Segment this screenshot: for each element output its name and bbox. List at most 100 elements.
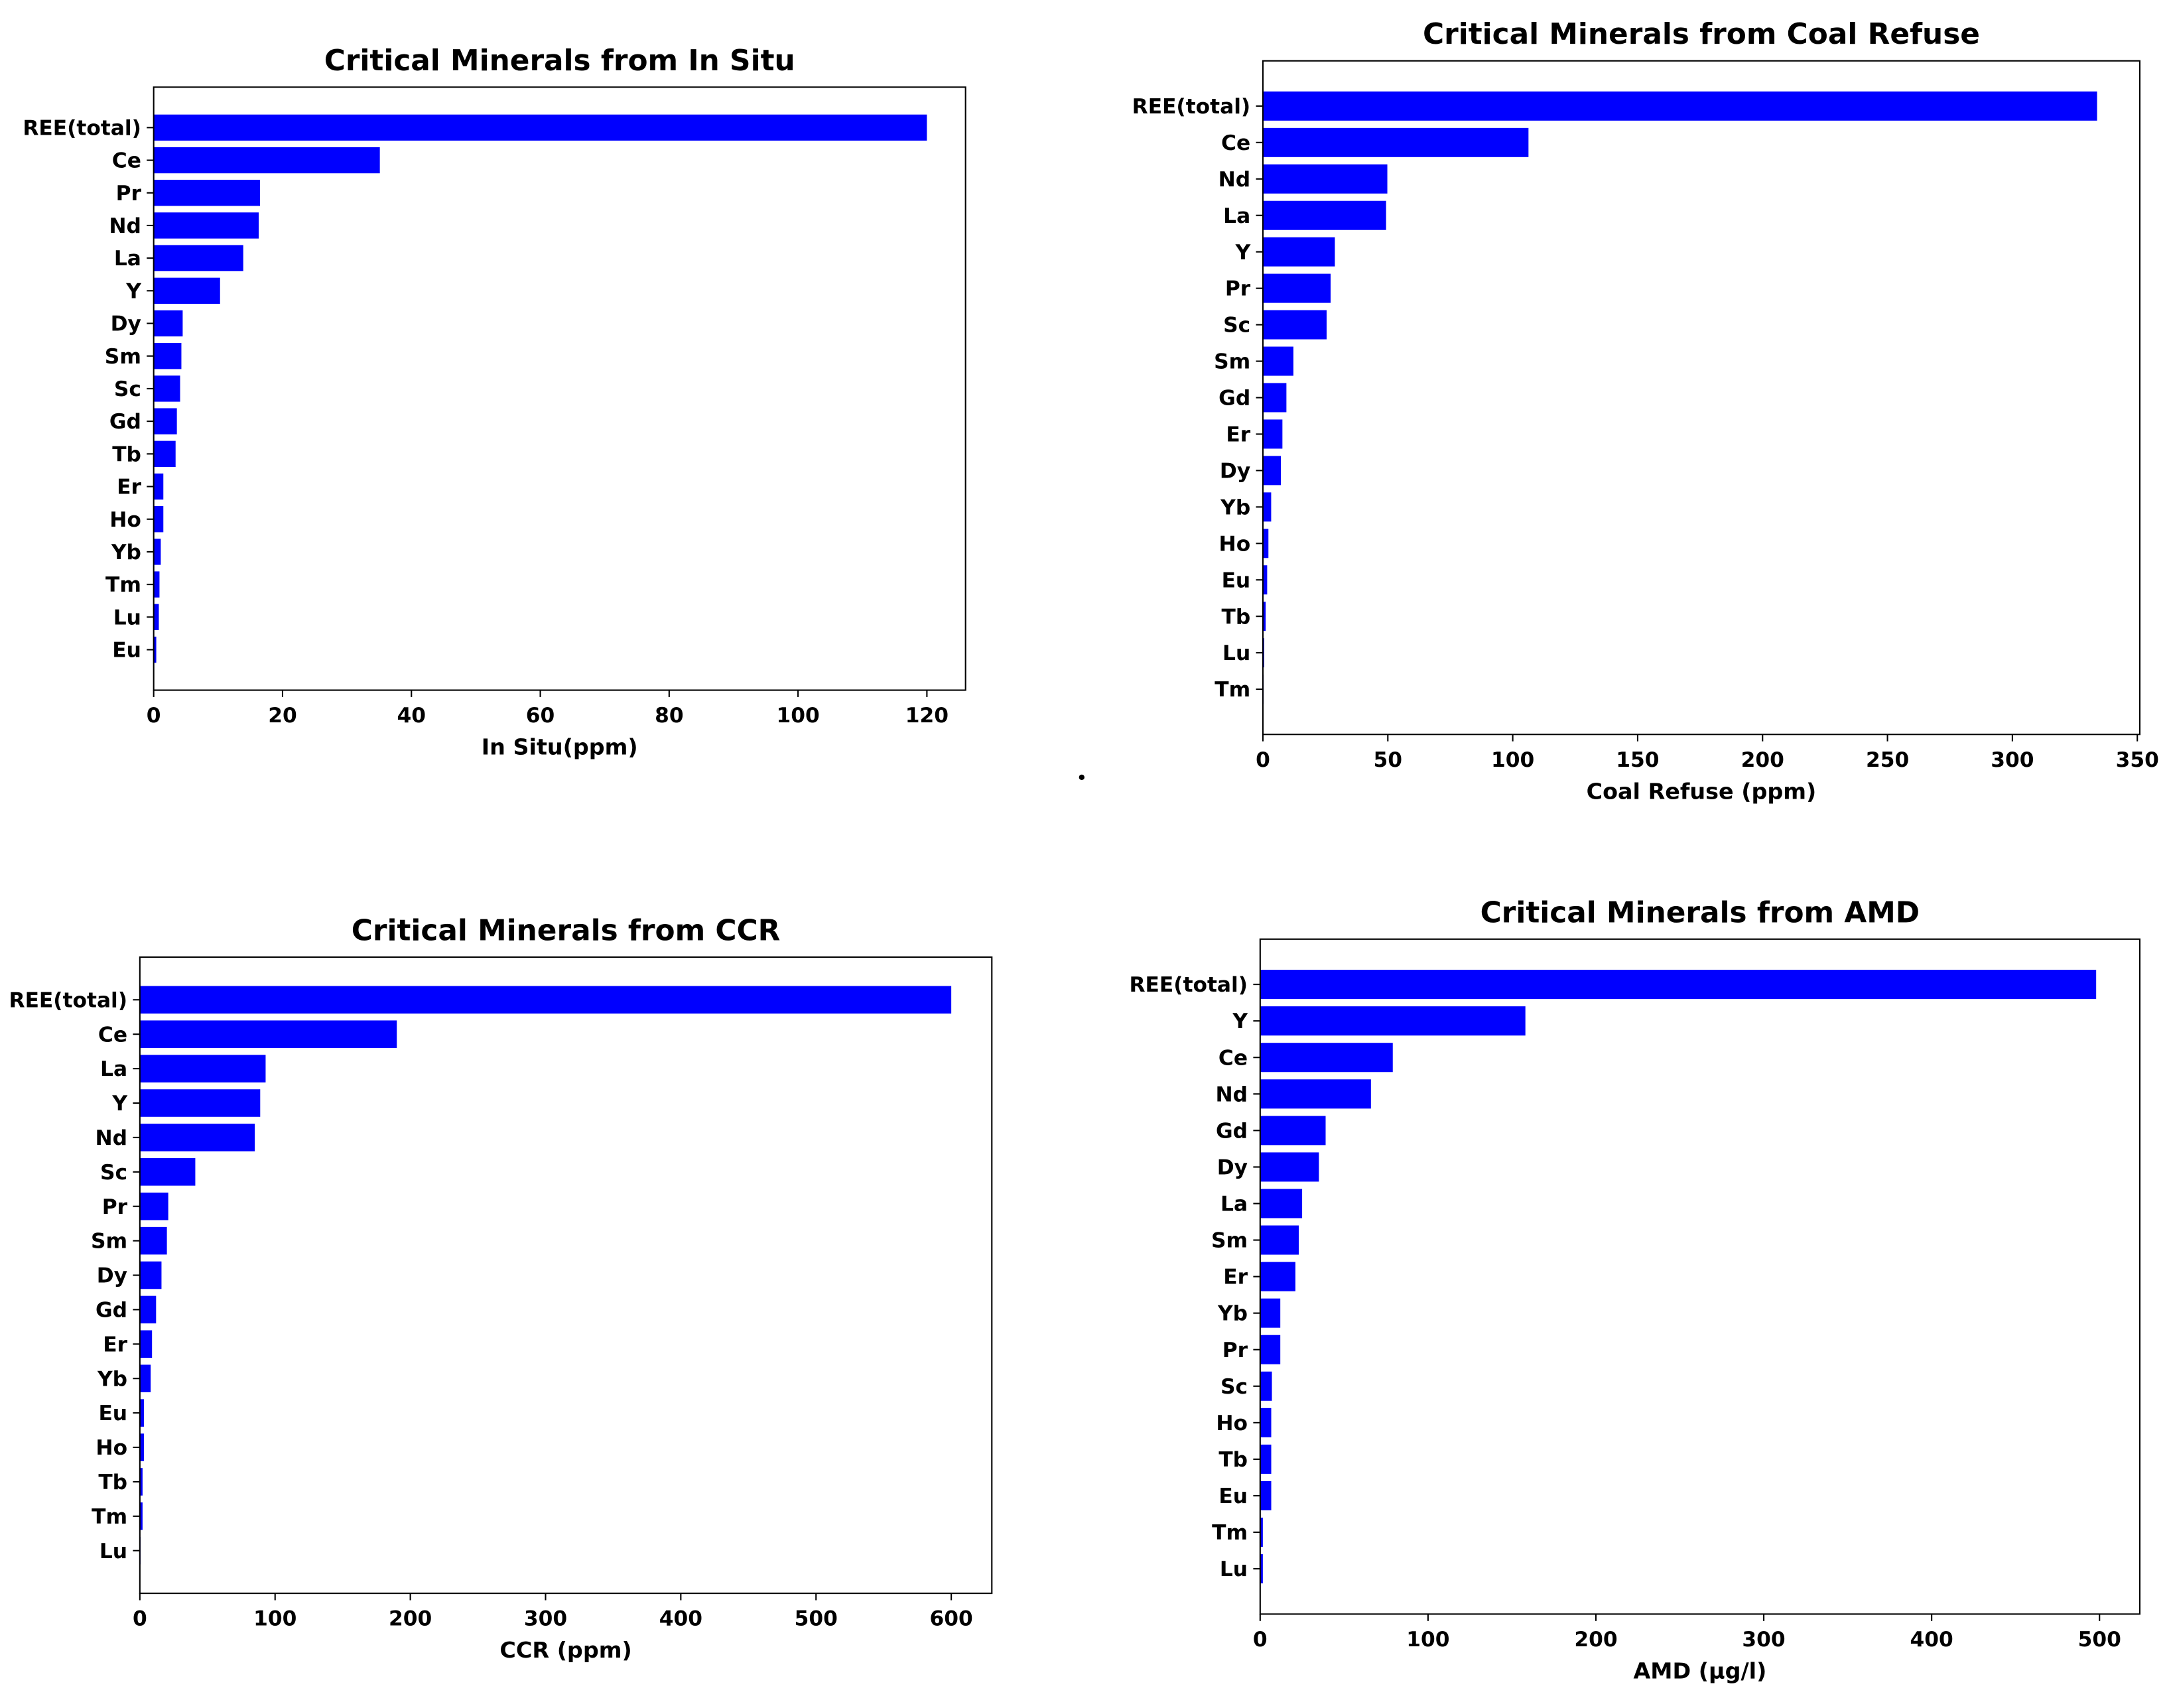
y-tick-label: Nd (96, 1126, 128, 1150)
bar (1260, 1116, 1326, 1146)
bar (1260, 1043, 1393, 1073)
y-tick-label: Eu (112, 639, 141, 663)
x-tick-label: 300 (1991, 748, 2034, 772)
y-tick-label: Ce (1218, 1046, 1248, 1070)
bar (139, 1124, 255, 1151)
bar (1260, 1408, 1272, 1437)
dot (1079, 774, 1084, 781)
y-tick-label: Tb (98, 1471, 127, 1494)
bar (1262, 565, 1268, 595)
bar (139, 1158, 196, 1186)
bar (139, 1468, 143, 1496)
y-tick-label: Tb (1218, 1448, 1248, 1472)
x-tick-label: 60 (526, 704, 555, 728)
x-tick-label: 50 (1374, 748, 1403, 772)
y-tick-label: La (1223, 204, 1250, 228)
x-tick-label: 100 (1491, 748, 1534, 772)
y-tick-label: Lu (1222, 641, 1250, 665)
bar (1260, 1335, 1281, 1364)
bar (1260, 1298, 1281, 1328)
bar (153, 147, 380, 174)
y-tick-label: Tb (1222, 605, 1251, 629)
bar (1260, 1554, 1263, 1584)
bar (1260, 970, 2097, 1000)
x-tick-label: 100 (776, 704, 819, 728)
x-tick-label: 20 (268, 704, 297, 728)
bar (1260, 1371, 1272, 1401)
y-tick-label: Nd (1218, 168, 1251, 192)
y-tick-label: Gd (1216, 1119, 1248, 1143)
y-tick-label: REE(total) (9, 988, 128, 1012)
bar (1260, 1444, 1272, 1474)
y-tick-label: Eu (1222, 568, 1251, 592)
y-tick-label: La (100, 1057, 127, 1081)
bar (1260, 1006, 1526, 1036)
x-tick-label: 400 (1910, 1628, 1953, 1652)
bar (1260, 1225, 1299, 1255)
x-tick-label: 500 (2078, 1628, 2121, 1652)
x-tick-label: 40 (397, 704, 426, 728)
y-tick-label: Dy (97, 1264, 127, 1288)
x-axis-label: In Situ(ppm) (482, 734, 638, 760)
y-tick-label: REE(total) (1129, 973, 1248, 997)
x-tick-label: 300 (524, 1607, 567, 1631)
y-tick-label: Gd (96, 1299, 127, 1323)
y-tick-label: Eu (98, 1402, 127, 1425)
y-tick-label: Ho (1216, 1412, 1248, 1435)
bar (1262, 237, 1335, 267)
axes-frame (1262, 60, 2141, 736)
y-tick-label: Gd (1218, 387, 1250, 411)
bar (139, 1399, 144, 1427)
bar (139, 1055, 266, 1083)
x-axis-label: CCR (ppm) (499, 1637, 631, 1663)
y-tick-label: Dy (111, 312, 141, 336)
y-tick-label: Yb (97, 1367, 127, 1391)
chart-title: Critical Minerals from AMD (1480, 895, 1920, 929)
bar (1262, 310, 1327, 340)
y-tick-label: Pr (102, 1195, 128, 1219)
x-tick-label: 200 (389, 1607, 432, 1631)
bar (1260, 1262, 1295, 1291)
x-tick-label: 200 (1741, 748, 1784, 772)
x-tick-label: 600 (929, 1607, 972, 1631)
y-tick-label: La (1220, 1193, 1248, 1216)
bar (153, 506, 164, 533)
y-tick-label: Pr (1222, 1339, 1248, 1362)
y-tick-label: Sm (105, 345, 141, 369)
axes-frame (139, 956, 993, 1595)
bar (1260, 1480, 1272, 1511)
x-tick-label: 250 (1866, 748, 1909, 772)
y-tick-label: Ce (1221, 131, 1250, 155)
y-tick-label: Tb (112, 442, 141, 466)
y-tick-label: Sm (1214, 350, 1250, 374)
bar (153, 180, 260, 206)
bar (153, 310, 183, 337)
bar (139, 1364, 151, 1392)
x-tick-label: 350 (2116, 748, 2159, 772)
y-tick-label: REE(total) (1132, 95, 1251, 119)
axes-frame (1259, 938, 2141, 1615)
bar (153, 245, 243, 271)
y-tick-label: Ho (96, 1436, 127, 1460)
y-tick-label: Y (125, 279, 141, 303)
y-tick-label: Tm (92, 1505, 127, 1529)
y-tick-label: Pr (1225, 277, 1251, 301)
bar (153, 375, 180, 402)
x-axis-label: AMD (µg/l) (1633, 1658, 1766, 1683)
y-tick-label: Tm (1215, 678, 1250, 702)
x-tick-label: 120 (905, 704, 949, 728)
x-axis-label: Coal Refuse (ppm) (1587, 778, 1817, 804)
y-tick-label: Ho (1219, 532, 1251, 556)
bar (1262, 91, 2097, 121)
bar (139, 1226, 167, 1255)
bar (1262, 492, 1272, 522)
y-tick-label: Tm (105, 573, 141, 597)
x-tick-label: 0 (147, 704, 161, 728)
y-tick-label: REE(total) (23, 116, 141, 140)
y-tick-label: Ho (109, 508, 141, 532)
bar (1262, 456, 1282, 486)
y-tick-label: Lu (99, 1540, 127, 1563)
y-tick-label: Sm (1211, 1229, 1248, 1253)
y-tick-label: Er (1226, 423, 1250, 447)
